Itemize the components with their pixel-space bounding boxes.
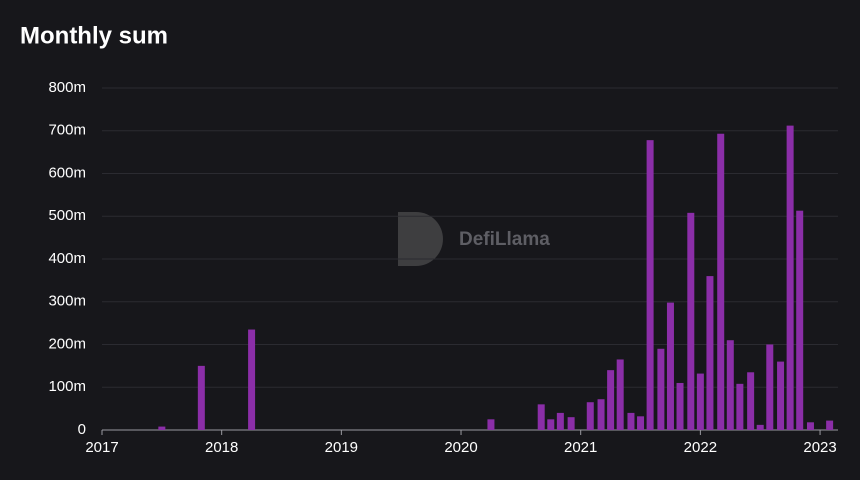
bar: [646, 140, 654, 430]
bar: [556, 412, 564, 430]
y-tick-label: 200m: [48, 335, 86, 352]
bar: [717, 133, 725, 430]
y-tick-label: 800m: [48, 79, 86, 96]
watermark-logo: [398, 212, 443, 266]
bar: [687, 212, 695, 430]
x-tick-label: 2021: [564, 439, 597, 456]
bar: [736, 383, 744, 430]
bar: [696, 373, 704, 430]
bar: [777, 361, 785, 430]
bar: [796, 210, 804, 430]
bar: [806, 422, 814, 430]
y-tick-label: 300m: [48, 293, 86, 310]
y-tick-label: 0: [78, 421, 86, 438]
bar: [726, 340, 734, 430]
bar: [158, 426, 166, 430]
bar: [627, 412, 635, 430]
bar: [586, 402, 594, 430]
bar: [607, 370, 615, 430]
bar: [487, 419, 495, 430]
y-tick-label: 700m: [48, 122, 86, 139]
bar: [756, 424, 764, 430]
y-tick-label: 100m: [48, 378, 86, 395]
x-tick-label: 2020: [444, 439, 477, 456]
bar: [747, 372, 755, 430]
bar: [706, 276, 714, 430]
y-tick-label: 400m: [48, 250, 86, 267]
bar: [248, 329, 256, 430]
x-tick-label: 2022: [684, 439, 717, 456]
watermark: DefiLlama: [459, 229, 550, 250]
bar: [547, 419, 555, 430]
bar: [616, 359, 624, 430]
bar: [826, 420, 834, 430]
bar: [637, 416, 645, 430]
bar: [676, 382, 684, 430]
x-tick-label: 2018: [205, 439, 238, 456]
chart-title: Monthly sum: [20, 22, 168, 49]
bar: [786, 125, 794, 431]
bar: [766, 344, 774, 430]
x-tick-label: 2017: [85, 439, 118, 456]
bar: [666, 302, 674, 430]
x-tick-label: 2023: [803, 439, 836, 456]
y-tick-label: 600m: [48, 164, 86, 181]
bar: [657, 348, 665, 430]
x-tick-label: 2019: [325, 439, 358, 456]
bar: [597, 399, 605, 430]
bar: [567, 417, 575, 430]
bar: [537, 404, 545, 430]
y-tick-label: 500m: [48, 207, 86, 224]
bar: [197, 365, 205, 430]
